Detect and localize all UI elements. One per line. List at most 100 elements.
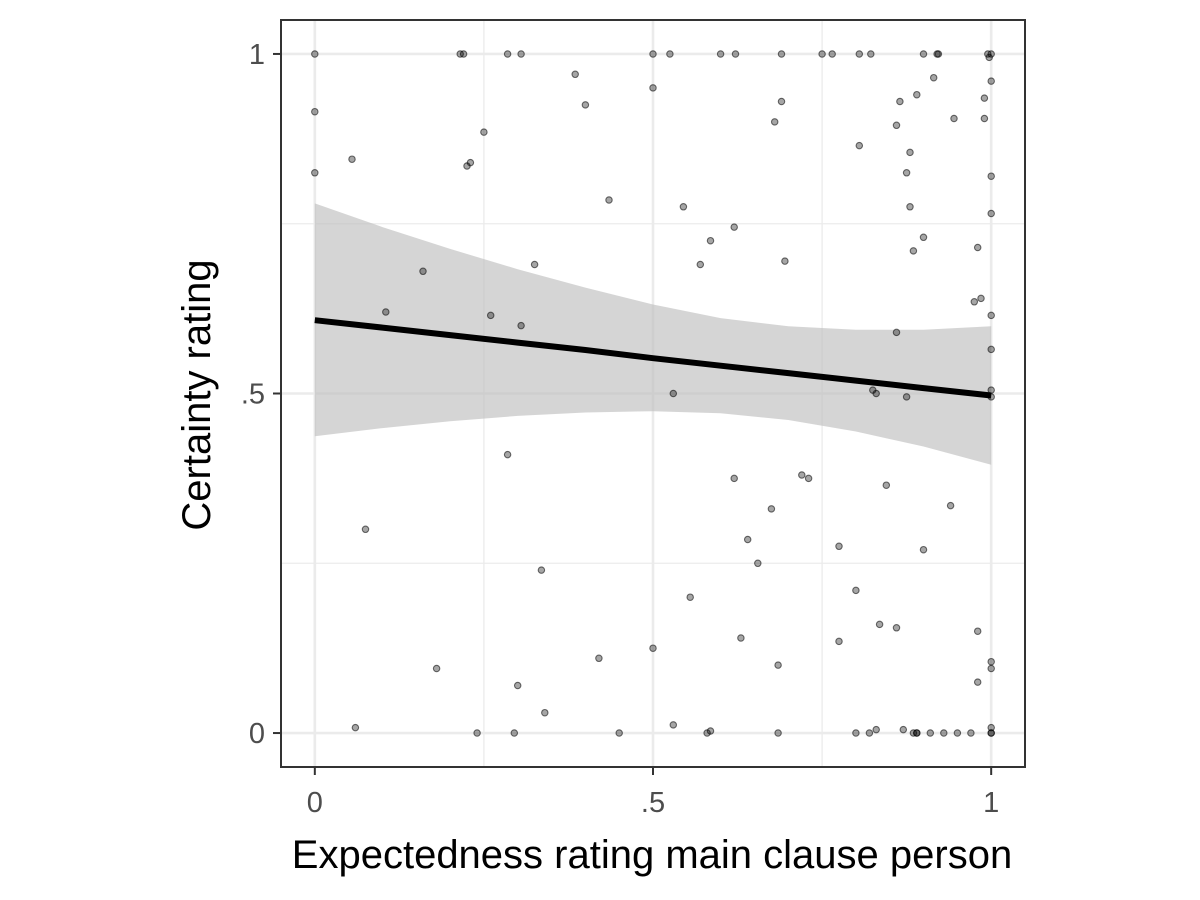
data-point (351, 723, 360, 732)
data-point (798, 471, 806, 479)
data-point (985, 53, 993, 62)
data-point (767, 505, 776, 513)
data-point (892, 624, 901, 632)
data-point (382, 308, 390, 316)
data-point (781, 257, 789, 265)
data-point (882, 481, 891, 489)
data-point (419, 267, 427, 276)
data-point (902, 393, 911, 401)
data-point (669, 721, 678, 729)
data-point (970, 298, 979, 306)
data-point (987, 209, 995, 218)
data-point (919, 233, 928, 242)
data-point (466, 158, 475, 167)
data-point (987, 345, 995, 354)
data-point (679, 203, 688, 211)
data-point (855, 50, 864, 58)
data-point (872, 389, 880, 398)
data-point (818, 50, 826, 58)
data-point (666, 50, 674, 58)
data-point (987, 657, 995, 666)
data-point (754, 559, 762, 568)
data-point (581, 101, 590, 109)
data-point (774, 729, 782, 737)
data-point (835, 542, 843, 551)
data-point (777, 50, 786, 58)
data-point (828, 50, 836, 58)
data-point (946, 501, 955, 510)
data-point (696, 260, 705, 269)
data-point (311, 169, 319, 177)
data-point (929, 73, 938, 82)
data-point (926, 729, 935, 737)
y-axis: 0.51 (241, 39, 281, 750)
data-point (686, 593, 694, 601)
data-point (934, 50, 943, 58)
data-point (669, 389, 678, 398)
x-tick-label: 1 (983, 787, 999, 819)
data-point (913, 90, 921, 99)
data-point (311, 107, 319, 116)
data-point (973, 243, 982, 252)
fit-line-layer (314, 317, 992, 399)
data-point (716, 50, 725, 58)
data-point (517, 321, 525, 330)
data-point (987, 386, 995, 394)
data-point (348, 155, 356, 163)
data-point (980, 94, 989, 102)
data-point (980, 114, 989, 123)
data-point (571, 70, 579, 79)
data-point (605, 196, 613, 204)
data-point (530, 260, 539, 269)
y-tick-label: 1 (249, 39, 265, 71)
data-point (899, 725, 908, 734)
data-point (852, 586, 860, 595)
data-point (432, 664, 441, 673)
data-point (953, 729, 962, 737)
data-point (867, 50, 875, 58)
data-point (473, 729, 481, 737)
data-point (649, 644, 657, 652)
y-axis-title: Certainty rating (175, 259, 219, 530)
data-point (950, 114, 958, 123)
data-point (537, 566, 546, 574)
data-point (987, 311, 995, 320)
confidence-band-layer (314, 203, 992, 465)
data-point (510, 729, 519, 737)
confidence-band (314, 203, 992, 465)
data-point (977, 294, 985, 303)
data-point (987, 172, 995, 180)
x-tick-label: .5 (641, 787, 665, 819)
fit-line (314, 317, 992, 399)
data-point (919, 545, 928, 554)
data-point (987, 393, 995, 401)
data-point (311, 50, 319, 58)
data-point (730, 474, 738, 483)
data-point (835, 637, 843, 646)
data-point (987, 77, 995, 85)
data-point (731, 50, 740, 58)
x-axis-title: Expectedness rating main clause person (292, 833, 1012, 877)
data-point (649, 50, 657, 58)
data-point (852, 729, 860, 737)
data-point (987, 729, 995, 737)
data-point (875, 620, 884, 629)
data-point (973, 627, 982, 635)
data-point (804, 474, 813, 483)
data-point (913, 729, 921, 737)
data-point (892, 121, 901, 130)
data-point (615, 729, 623, 737)
data-point (902, 169, 911, 177)
data-point (967, 729, 975, 737)
data-point (770, 118, 779, 126)
data-point (906, 203, 914, 211)
data-point (896, 97, 904, 106)
data-point (706, 236, 715, 245)
data-point (987, 664, 995, 673)
data-point (777, 97, 786, 106)
data-point (541, 708, 549, 717)
data-point (737, 634, 745, 642)
data-point (909, 247, 918, 255)
data-point (503, 450, 512, 459)
